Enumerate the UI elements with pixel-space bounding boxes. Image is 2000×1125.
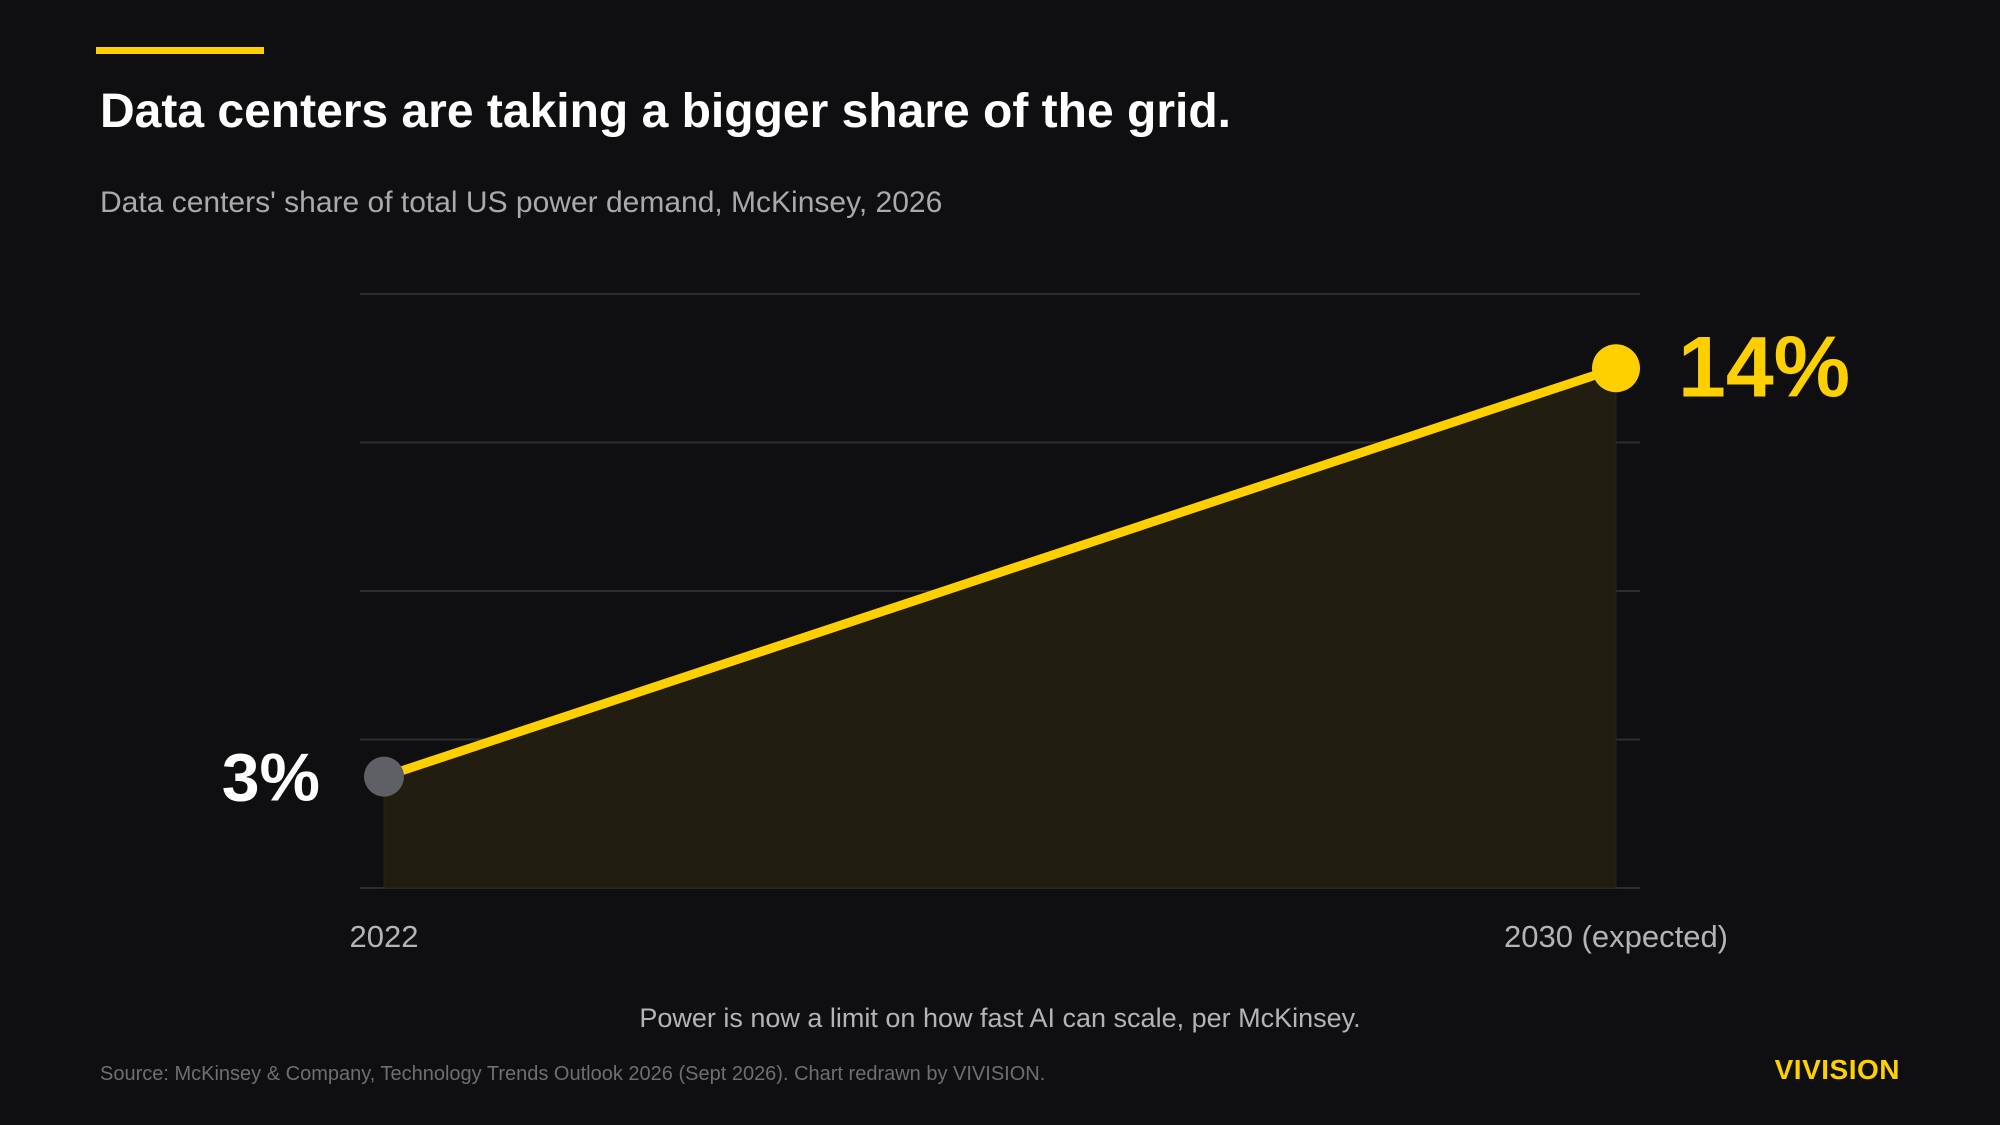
- chart-title: Data centers are taking a bigger share o…: [100, 85, 1231, 138]
- x-tick-label: 2030 (expected): [1504, 919, 1728, 954]
- value-label-start: 3%: [222, 740, 320, 816]
- chart-footnote: Power is now a limit on how fast AI can …: [639, 1003, 1361, 1033]
- area-fill: [383, 367, 1617, 889]
- series-line: [379, 363, 1621, 782]
- data-point-end: [1592, 344, 1640, 393]
- chart-subtitle: Data centers' share of total US power de…: [100, 186, 943, 219]
- accent-bar: [96, 47, 264, 54]
- x-tick-label: 2022: [350, 919, 419, 954]
- data-point-start: [364, 756, 404, 797]
- source-note: Source: McKinsey & Company, Technology T…: [100, 1063, 1046, 1085]
- value-label-end: 14%: [1678, 319, 1850, 415]
- brand-logo: VIVISION: [1774, 1054, 1900, 1085]
